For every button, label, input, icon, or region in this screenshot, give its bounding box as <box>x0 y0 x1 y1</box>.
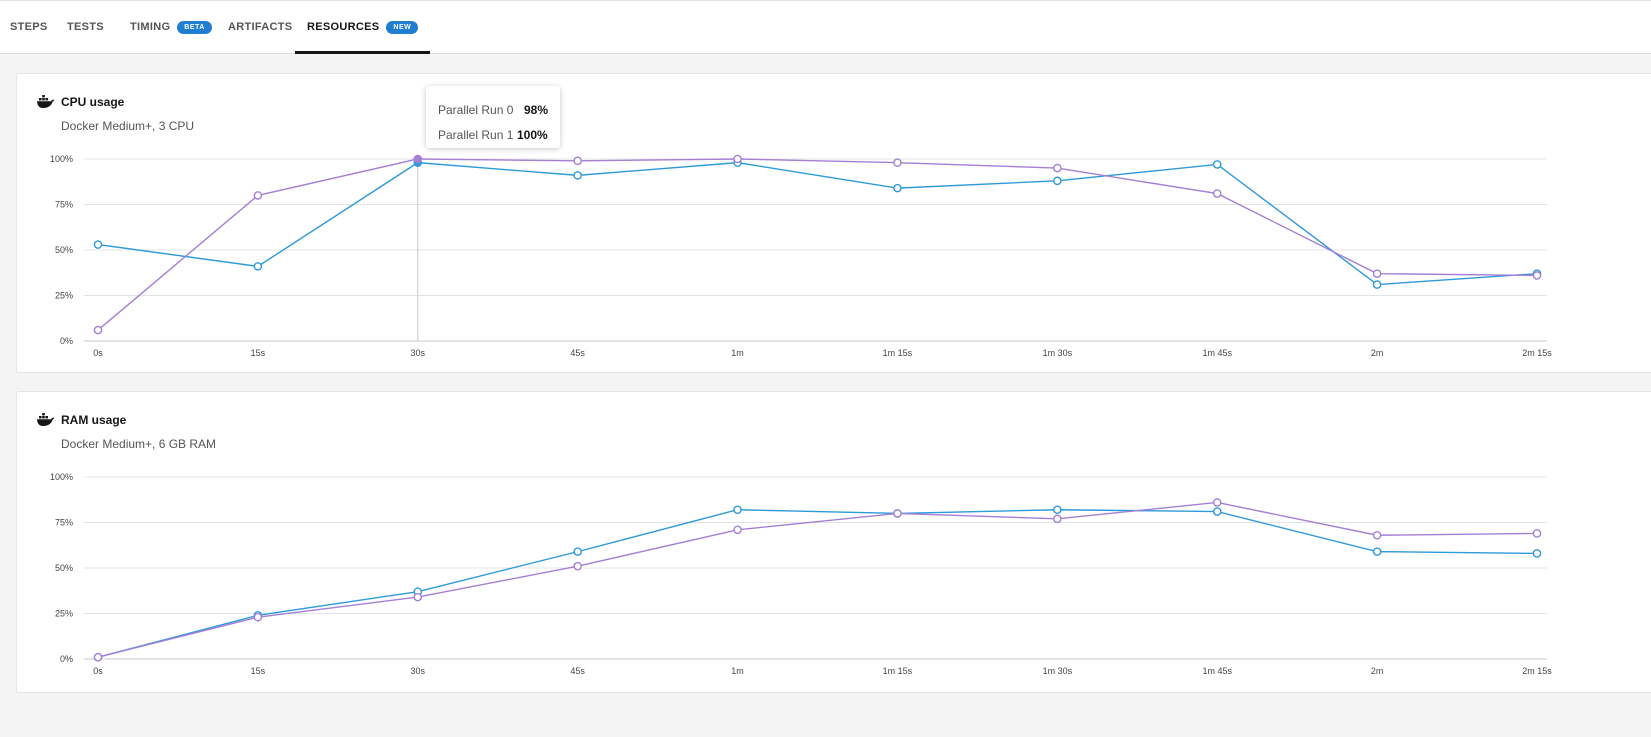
series-line-run-1 <box>97 158 1538 331</box>
x-tick-label: 45s <box>570 348 585 358</box>
y-tick-label: 50% <box>55 245 73 255</box>
data-point-run-0[interactable] <box>573 547 582 556</box>
tooltip-value-run-1: 100% <box>517 128 548 142</box>
data-point-run-0[interactable] <box>253 262 263 271</box>
x-tick-label: 45s <box>570 666 585 676</box>
cpu-usage-card: CPU usage Docker Medium+, 3 CPU 0% 25% 50%… <box>16 73 1651 373</box>
x-tick-label: 1m 30s <box>1043 666 1073 676</box>
y-tick-label: 25% <box>55 609 73 619</box>
tab-label: STEPS <box>10 21 48 33</box>
x-tick-label: 30s <box>411 348 426 358</box>
data-point-run-1[interactable] <box>93 325 103 335</box>
data-point-run-0[interactable] <box>1212 507 1222 516</box>
series-line-run-0 <box>97 161 1538 286</box>
beta-badge: BETA <box>177 21 212 34</box>
tab-label: TIMING <box>130 21 171 33</box>
data-point-run-1[interactable] <box>733 154 742 164</box>
data-point-run-1[interactable] <box>413 154 423 164</box>
x-tick-label: 30s <box>411 666 426 676</box>
card-title: RAM usage <box>61 413 127 427</box>
tab-bar: STEPS TESTS TIMING BETA ARTIFACTS RESOURC… <box>0 1 1651 54</box>
data-point-run-1[interactable] <box>1053 514 1062 524</box>
y-tick-label: 25% <box>55 291 73 301</box>
series-line-run-1 <box>97 501 1538 658</box>
x-tick-label: 1m 15s <box>883 666 913 676</box>
data-point-run-0[interactable] <box>1053 505 1062 515</box>
y-tick-label: 75% <box>55 518 73 528</box>
data-point-run-1[interactable] <box>1212 189 1222 198</box>
tab-resources[interactable]: RESOURCES NEW <box>294 1 431 54</box>
top-divider <box>0 0 1651 1</box>
card-subtitle: Docker Medium+, 3 CPU <box>61 119 195 133</box>
x-tick-label: 1m 30s <box>1043 348 1073 358</box>
tooltip-value-run-0: 98% <box>524 103 549 117</box>
data-point-run-0[interactable] <box>1053 176 1062 186</box>
ram-usage-chart[interactable]: 0% 25% 50% 75% 100% 0s 15s 30s 45s 1m 1m 15s 1m 30s… <box>17 392 1577 692</box>
data-point-run-1[interactable] <box>413 592 423 602</box>
data-point-run-1[interactable] <box>1532 529 1542 538</box>
x-tick-label: 2m 15s <box>1522 348 1552 358</box>
data-point-run-1[interactable] <box>253 612 263 622</box>
data-point-run-1[interactable] <box>573 156 582 166</box>
y-tick-label: 0% <box>60 654 73 664</box>
new-badge: NEW <box>386 21 419 34</box>
data-point-run-1[interactable] <box>1372 269 1382 278</box>
x-tick-label: 1m 45s <box>1202 348 1232 358</box>
x-tick-label: 0s <box>93 348 103 358</box>
y-tick-label: 0% <box>60 336 73 346</box>
tab-tests[interactable]: TESTS <box>67 1 104 53</box>
data-point-run-0[interactable] <box>893 183 902 193</box>
x-tick-label: 15s <box>251 348 266 358</box>
data-point-run-0[interactable] <box>573 171 582 180</box>
x-tick-label: 1m <box>731 348 744 358</box>
data-point-run-1[interactable] <box>893 509 902 518</box>
data-point-run-1[interactable] <box>1212 498 1222 507</box>
x-tick-label: 2m <box>1371 348 1384 358</box>
series-line-run-0 <box>97 509 1538 658</box>
x-tick-label: 2m <box>1371 666 1384 676</box>
y-tick-label: 100% <box>50 154 73 164</box>
data-point-run-0[interactable] <box>1372 547 1382 556</box>
chart-tooltip: Parallel Run 0 98% Parallel Run 1 100% <box>426 86 560 148</box>
data-point-run-1[interactable] <box>893 158 902 167</box>
data-point-run-1[interactable] <box>253 191 263 200</box>
tab-steps[interactable]: STEPS <box>10 1 48 53</box>
docker-icon <box>37 95 55 108</box>
tooltip-label-run-1: Parallel Run 1 <box>438 128 514 142</box>
x-tick-label: 15s <box>251 666 266 676</box>
data-point-run-0[interactable] <box>1212 160 1222 169</box>
x-tick-label: 1m 15s <box>883 348 913 358</box>
docker-icon <box>37 413 55 426</box>
ram-usage-card: RAM usage Docker Medium+, 6 GB RAM 0% 25%… <box>16 391 1651 693</box>
y-tick-label: 50% <box>55 563 73 573</box>
data-point-run-0[interactable] <box>733 505 742 515</box>
data-point-run-0[interactable] <box>93 240 103 249</box>
tab-label: RESOURCES <box>307 21 380 33</box>
tab-label: TESTS <box>67 21 104 33</box>
x-tick-label: 1m <box>731 666 744 676</box>
card-title: CPU usage <box>61 95 125 109</box>
tab-label: ARTIFACTS <box>228 21 293 33</box>
tab-timing[interactable]: TIMING BETA <box>130 1 212 53</box>
cpu-usage-chart[interactable]: 0% 25% 50% 75% 100% 0s 15s 30s 45s 1m 1m 15s 1m 30s… <box>17 74 1577 372</box>
data-point-run-1[interactable] <box>1372 530 1382 540</box>
data-point-run-1[interactable] <box>733 525 742 535</box>
x-tick-label: 1m 45s <box>1202 666 1232 676</box>
data-point-run-1[interactable] <box>93 652 103 662</box>
y-tick-label: 100% <box>50 472 73 482</box>
data-point-run-0[interactable] <box>1532 549 1542 558</box>
data-point-run-1[interactable] <box>1053 163 1062 173</box>
data-point-run-1[interactable] <box>573 561 582 571</box>
tab-artifacts[interactable]: ARTIFACTS <box>228 1 292 53</box>
data-point-run-0[interactable] <box>1372 280 1382 289</box>
tooltip-label-run-0: Parallel Run 0 <box>438 103 514 117</box>
data-point-run-1[interactable] <box>1532 271 1542 280</box>
x-tick-label: 0s <box>93 666 103 676</box>
x-tick-label: 2m 15s <box>1522 666 1552 676</box>
card-subtitle: Docker Medium+, 6 GB RAM <box>61 437 217 451</box>
y-tick-label: 75% <box>55 200 73 210</box>
